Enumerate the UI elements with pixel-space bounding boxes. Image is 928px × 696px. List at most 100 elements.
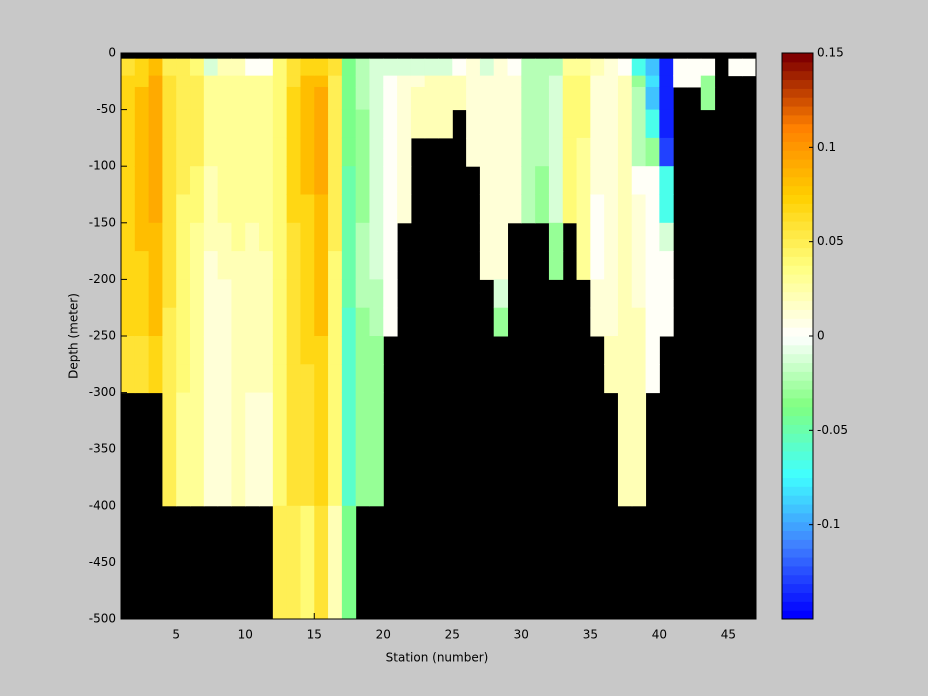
heatmap-cell: [259, 137, 274, 167]
heatmap-cell: [369, 194, 384, 224]
heatmap-cell: [341, 251, 357, 280]
heatmap-cell: [176, 336, 191, 365]
heatmap-cell: [369, 109, 384, 139]
heatmap-cell: [190, 75, 205, 88]
heatmap-cell: [438, 75, 453, 88]
heatmap-cell: [148, 307, 163, 337]
y-tick-label: -450: [89, 555, 116, 569]
colorbar-swatch: [782, 548, 813, 558]
heatmap-cell: [631, 279, 647, 309]
heatmap-cell: [314, 86, 329, 111]
heatmap-cell: [631, 75, 647, 88]
heatmap-cell: [659, 137, 674, 167]
heatmap-cell: [535, 166, 550, 195]
heatmap-cell: [659, 251, 674, 280]
colorbar-swatch: [782, 397, 813, 408]
heatmap-cell: [217, 166, 232, 195]
colorbar-swatch: [782, 424, 813, 434]
heatmap-cell: [314, 194, 329, 224]
heatmap-cell: [355, 279, 370, 309]
colorbar-swatch: [782, 79, 813, 89]
heatmap-cell: [190, 137, 205, 167]
heatmap-cell: [162, 75, 177, 88]
heatmap-cell: [548, 109, 564, 139]
heatmap-cell: [355, 222, 370, 252]
heatmap-cell: [369, 222, 384, 252]
heatmap-cell: [562, 86, 578, 111]
heatmap-cell: [631, 364, 647, 394]
colorbar-swatch: [782, 229, 813, 240]
heatmap-cell: [604, 364, 619, 394]
heatmap-cell: [562, 166, 578, 195]
heatmap-cell: [631, 194, 647, 224]
heatmap-cell: [576, 251, 591, 280]
heatmap-cell: [176, 364, 191, 394]
heatmap-cell: [286, 392, 301, 507]
heatmap-cell: [604, 222, 619, 252]
heatmap-cell: [272, 86, 288, 111]
heatmap-cell: [631, 251, 647, 280]
heatmap-cell: [659, 307, 674, 337]
heatmap-cell: [314, 364, 329, 394]
heatmap-cell: [286, 279, 301, 309]
heatmap-cell: [328, 222, 343, 252]
heatmap-cell: [286, 194, 301, 224]
heatmap-cell: [617, 109, 633, 139]
colorbar-swatch: [782, 132, 813, 142]
heatmap-cell: [742, 58, 757, 77]
heatmap-cell: [190, 86, 205, 111]
heatmap-cell: [300, 336, 315, 365]
heatmap-cell: [231, 336, 246, 365]
heatmap-cell: [286, 505, 301, 620]
heatmap-cell: [479, 58, 495, 77]
heatmap-cell: [548, 222, 564, 252]
colorbar-swatch: [782, 194, 813, 204]
heatmap-cell: [659, 166, 674, 195]
colorbar-tick-label: 0.1: [817, 140, 836, 154]
heatmap-cell: [645, 336, 660, 365]
heatmap-cell: [493, 58, 509, 77]
heatmap-cell: [328, 166, 343, 195]
heatmap-cell: [493, 137, 509, 167]
heatmap-cell: [176, 222, 191, 252]
heatmap-cell: [659, 58, 674, 77]
heatmap-cell: [521, 166, 536, 195]
heatmap-cell: [617, 279, 633, 309]
heatmap-cell: [438, 109, 453, 139]
colorbar-swatch: [782, 150, 813, 160]
heatmap-cell: [259, 307, 274, 337]
heatmap-cell: [590, 251, 605, 280]
heatmap-cell: [341, 307, 357, 337]
colorbar-swatch: [782, 61, 813, 72]
x-tick-label: 20: [376, 628, 391, 642]
heatmap-cell: [341, 392, 357, 507]
heatmap-cell: [176, 251, 191, 280]
heatmap-cell: [341, 279, 357, 309]
heatmap-cell: [286, 75, 301, 88]
heatmap-cell: [479, 222, 495, 252]
heatmap-cell: [355, 109, 370, 139]
x-tick-label: 5: [172, 628, 180, 642]
heatmap-cell: [176, 75, 191, 88]
heatmap-cell: [521, 86, 536, 111]
heatmap-cell: [355, 392, 370, 507]
heatmap-cell: [383, 109, 398, 139]
colorbar-swatch: [782, 185, 813, 195]
heatmap-cell: [424, 58, 439, 77]
heatmap-cell: [300, 137, 315, 167]
heatmap-cell: [479, 86, 495, 111]
heatmap-cell: [617, 392, 633, 507]
heatmap-cell: [314, 392, 329, 507]
heatmap-cell: [259, 75, 274, 88]
heatmap-cell: [190, 364, 205, 394]
heatmap-cell: [466, 137, 481, 167]
heatmap-cell: [466, 58, 481, 77]
heatmap-cell: [383, 279, 398, 309]
heatmap-cell: [645, 251, 660, 280]
colorbar-tick-label: -0.05: [817, 423, 848, 437]
heatmap-cell: [424, 109, 439, 139]
heatmap-cell: [286, 307, 301, 337]
heatmap-cell: [369, 86, 384, 111]
heatmap-cell: [231, 251, 246, 280]
